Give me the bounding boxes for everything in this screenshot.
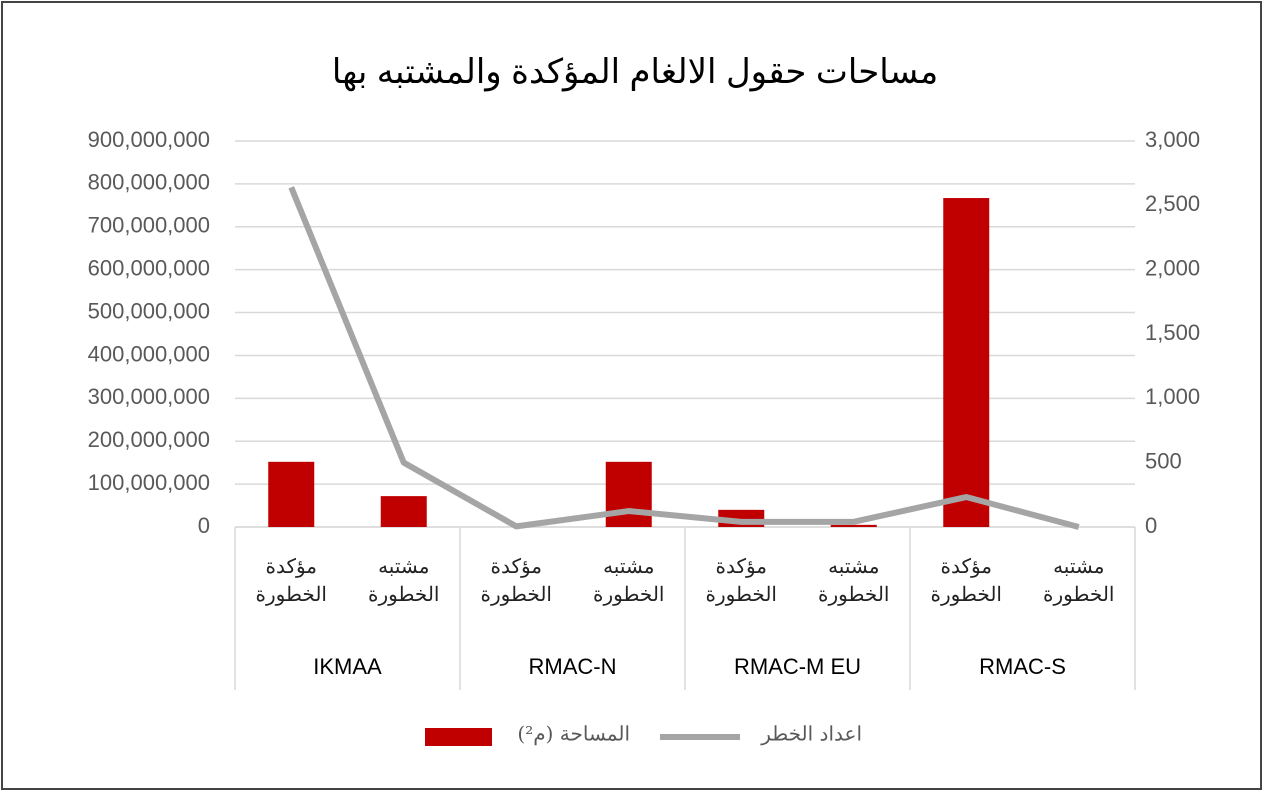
x-tick-label: مؤكدة الخطورة (255, 554, 327, 606)
legend-label: المساحة (م²) (517, 722, 630, 746)
x-tick-label: مشتبه الخطورة (1043, 554, 1115, 606)
bar (380, 496, 427, 527)
y-tick-label: 400,000,000 (88, 341, 210, 366)
group-label: IKMAA (313, 654, 382, 679)
y-tick-label: 500,000,000 (88, 298, 210, 323)
y-tick-label: 0 (198, 513, 210, 538)
y2-tick-label: 3,000 (1145, 127, 1200, 152)
y2-tick-label: 500 (1145, 448, 1182, 473)
x-tick-label: مؤكدة الخطورة (480, 554, 552, 606)
chart-title: مساحات حقول الالغام المؤكدة والمشتبه بها (332, 53, 938, 92)
x-tick-label: مؤكدة الخطورة (705, 554, 777, 606)
y-tick-label: 200,000,000 (88, 427, 210, 452)
group-label: RMAC-S (979, 654, 1066, 679)
y-tick-label: 700,000,000 (88, 213, 210, 238)
line (288, 186, 1080, 530)
y-tick-label: 900,000,000 (88, 127, 210, 152)
y-tick-label: 100,000,000 (88, 470, 210, 495)
group-label: RMAC-M EU (734, 654, 861, 679)
x-tick-label: مشتبه الخطورة (593, 554, 665, 606)
y-tick-label: 800,000,000 (88, 170, 210, 195)
legend-label: اعداد الخطر (760, 722, 862, 746)
x-tick-label: مشتبه الخطورة (368, 554, 440, 606)
x-tick-label: مؤكدة الخطورة (930, 554, 1002, 606)
y-tick-label: 600,000,000 (88, 255, 210, 280)
bar (943, 198, 990, 527)
y2-tick-label: 1,000 (1145, 384, 1200, 409)
y2-tick-label: 2,000 (1145, 255, 1200, 280)
y2-tick-label: 0 (1145, 513, 1157, 538)
bar (830, 524, 877, 527)
legend-swatch (425, 728, 492, 746)
bar (605, 461, 652, 527)
x-tick-label: مشتبه الخطورة (818, 554, 890, 606)
y-tick-label: 300,000,000 (88, 384, 210, 409)
y2-tick-label: 2,500 (1145, 191, 1200, 216)
bar (268, 461, 315, 527)
y2-tick-label: 1,500 (1145, 320, 1200, 345)
group-label: RMAC-N (529, 654, 617, 679)
